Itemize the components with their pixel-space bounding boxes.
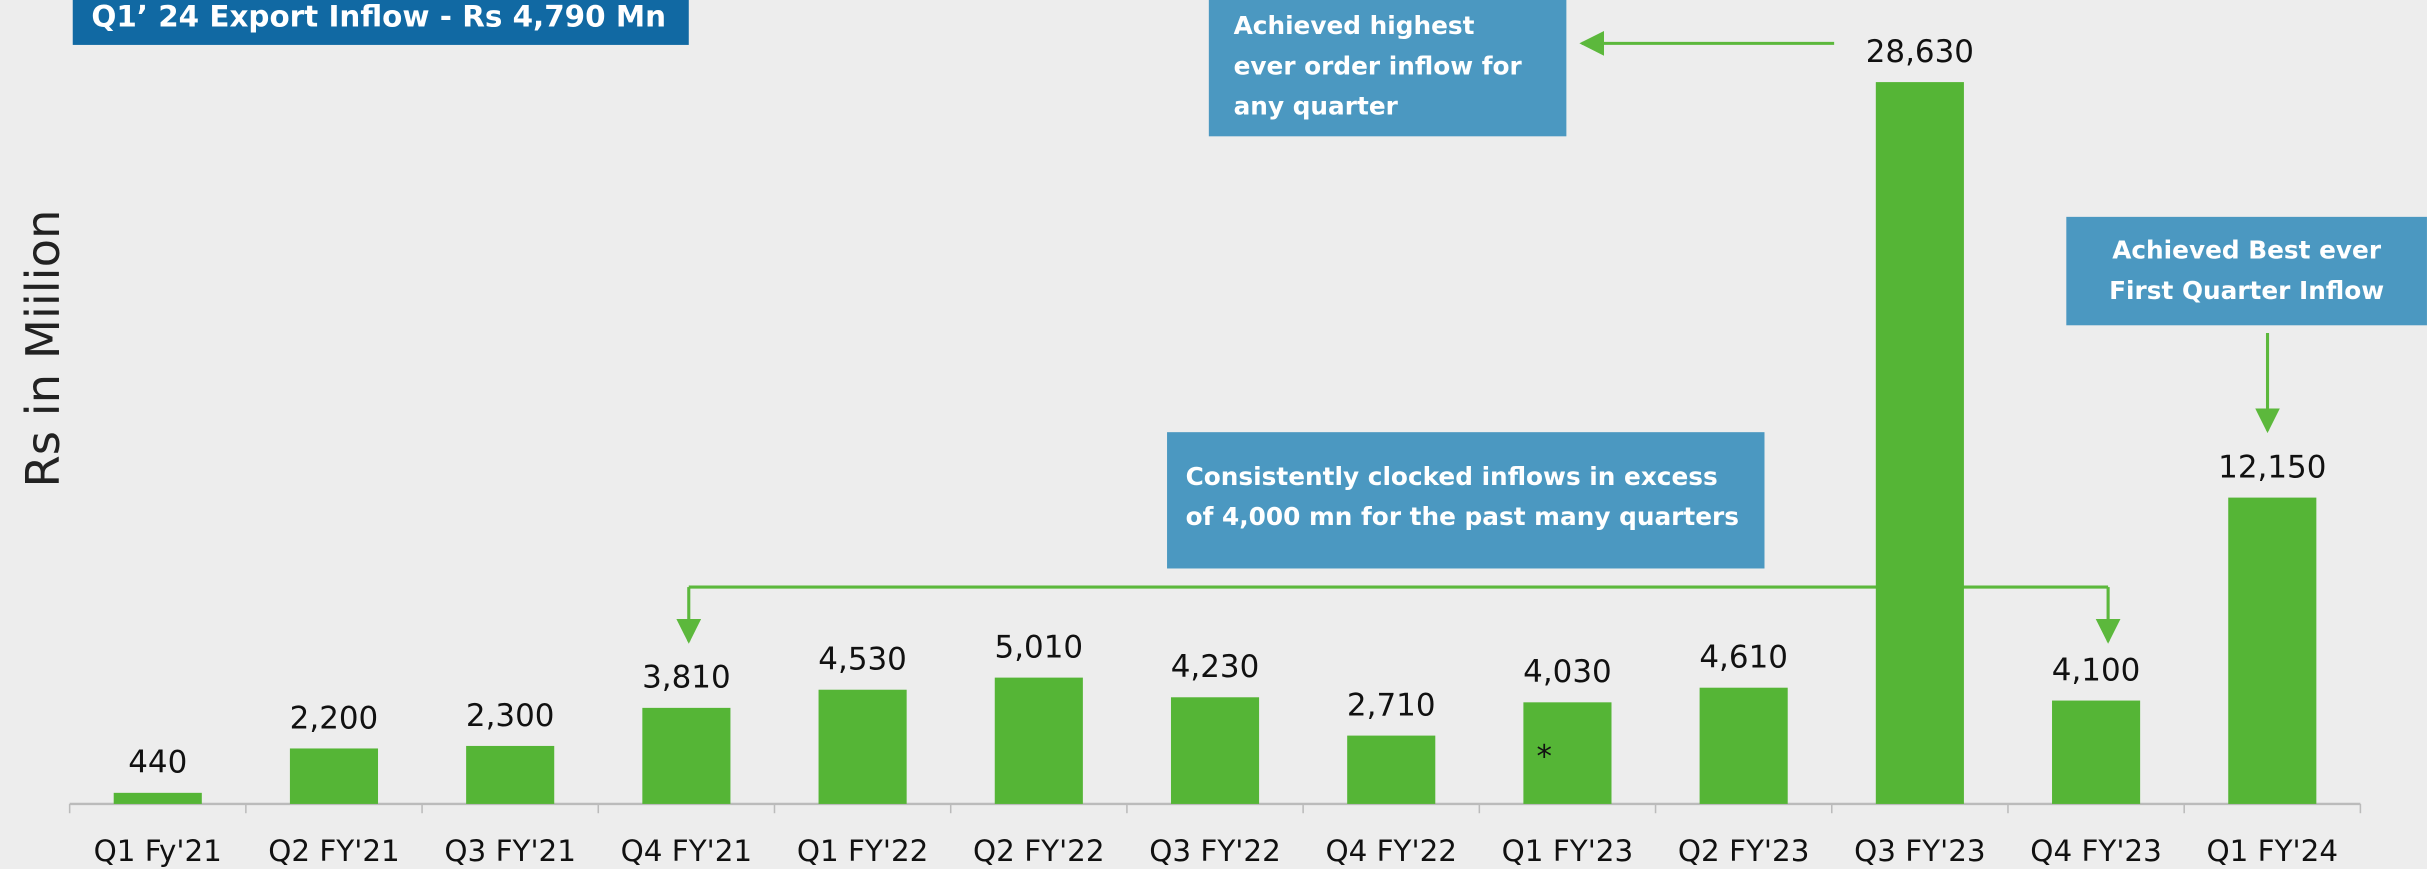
x-tick-label: Q4 FY'23 <box>2030 834 2162 868</box>
bar <box>1875 82 1964 804</box>
value-label: 2,300 <box>466 698 555 734</box>
value-label: 12,150 <box>2218 449 2326 485</box>
bar <box>289 748 379 804</box>
x-tick-label: Q1 FY'22 <box>797 834 929 868</box>
title-box: Q1’ 24 Export Inflow - Rs 4,790 Mn <box>72 0 689 45</box>
x-tick-label: Q1 FY'23 <box>1502 834 1634 868</box>
x-tick-label: Q1 Fy'21 <box>94 834 222 868</box>
bar <box>994 677 1083 804</box>
bar <box>1699 687 1788 804</box>
value-label: 4,230 <box>1171 649 1260 685</box>
annotation: Consistently clocked inflows in excess o… <box>1167 432 1765 569</box>
bar <box>1170 697 1260 804</box>
value-label: 3,810 <box>642 660 731 696</box>
value-label: 5,010 <box>995 629 1084 665</box>
x-tick-label: Q1 FY'24 <box>2207 834 2339 868</box>
value-label: 4,030 <box>1523 654 1612 690</box>
value-label: 440 <box>128 745 187 781</box>
bar <box>818 689 907 804</box>
annotation: * <box>1536 739 1551 775</box>
value-label: 4,610 <box>1699 640 1788 676</box>
bar <box>113 792 202 804</box>
value-label: 4,530 <box>818 642 907 678</box>
bar <box>642 707 731 804</box>
bar <box>466 745 555 804</box>
bar <box>2228 497 2317 804</box>
value-label: 28,630 <box>1866 34 1974 70</box>
bar <box>2052 700 2141 804</box>
annotation: Achieved Best ever First Quarter Inflow <box>2066 216 2427 326</box>
x-tick-label: Q3 FY'22 <box>1149 834 1281 868</box>
x-tick-label: Q4 FY'21 <box>621 834 753 868</box>
bar <box>1347 735 1436 804</box>
bar <box>1523 702 1612 804</box>
x-tick-label: Q2 FY'22 <box>973 834 1105 868</box>
y-axis-label: Rs in Miilion <box>16 210 70 488</box>
value-label: 2,200 <box>290 700 379 736</box>
x-tick-label: Q4 FY'22 <box>1325 834 1457 868</box>
value-label: 2,710 <box>1347 687 1436 723</box>
x-tick-label: Q2 FY'23 <box>1678 834 1810 868</box>
x-tick-label: Q3 FY'23 <box>1854 834 1986 868</box>
x-tick-label: Q2 FY'21 <box>268 834 400 868</box>
arrows <box>676 30 2280 644</box>
x-tick-label: Q3 FY'21 <box>444 834 576 868</box>
value-label: 4,100 <box>2052 652 2141 688</box>
annotation: Achieved highest ever order inflow for a… <box>1208 0 1567 137</box>
